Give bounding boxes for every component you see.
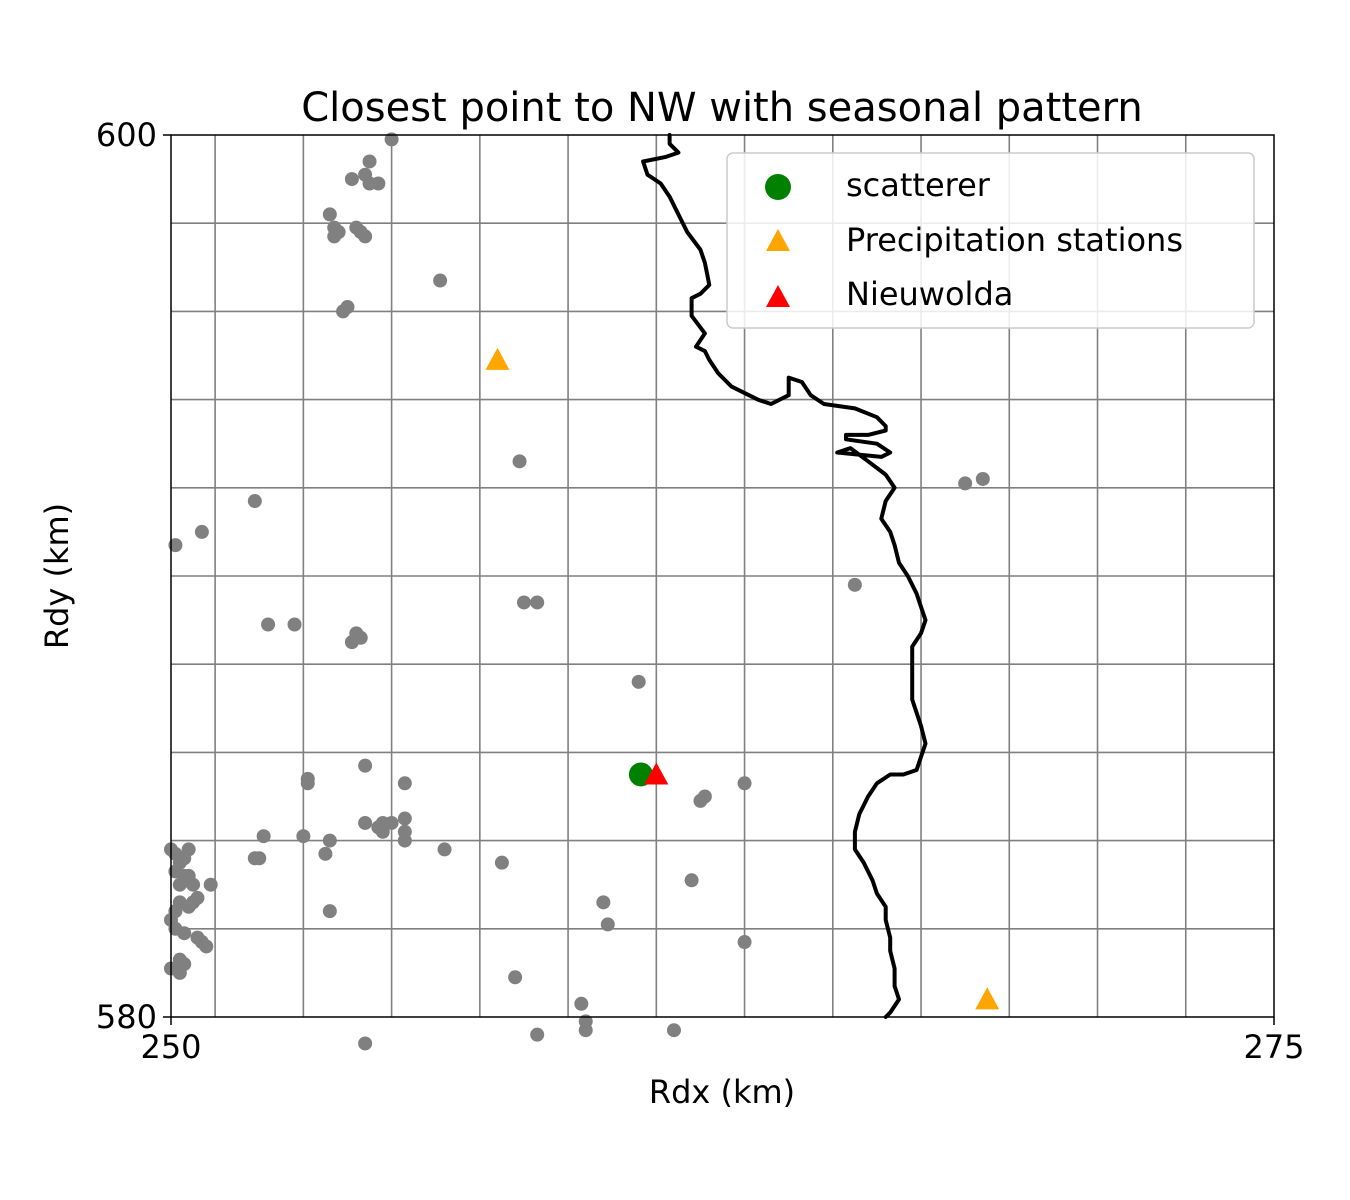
legend-marker-nieuwolda [766, 285, 790, 307]
data-point [684, 873, 699, 888]
x-axis-label: Rdx (km) [649, 1073, 795, 1111]
data-point [362, 154, 377, 169]
special-markers [485, 347, 1000, 1010]
y-tick-label-580: 580 [96, 998, 157, 1036]
nieuwolda-marker [644, 762, 669, 785]
data-point [256, 829, 271, 844]
data-point [958, 476, 973, 491]
data-point [397, 811, 412, 826]
data-point [631, 674, 646, 689]
chart-title: Closest point to NW with seasonal patter… [301, 85, 1143, 131]
data-point [847, 577, 862, 592]
legend-label-scatterer: scatterer [846, 166, 991, 204]
data-point [578, 1023, 593, 1038]
data-point [737, 776, 752, 791]
data-point [353, 225, 368, 240]
data-point [168, 538, 183, 553]
data-point [172, 877, 187, 892]
data-point [737, 935, 752, 950]
data-point [336, 304, 351, 319]
data-point [375, 824, 390, 839]
data-point [530, 1027, 545, 1042]
data-point [516, 595, 531, 610]
data-point [177, 926, 192, 941]
data-point [358, 815, 373, 830]
data-point [247, 494, 262, 509]
data-point [194, 524, 209, 539]
data-point [181, 868, 196, 883]
data-point [384, 132, 399, 147]
data-point [203, 877, 218, 892]
data-point [384, 815, 399, 830]
data-point [181, 842, 196, 857]
data-point [190, 890, 205, 905]
legend-marker-scatterer [765, 174, 791, 200]
y-tick-label-600: 600 [96, 116, 157, 154]
x-tick-label-250: 250 [140, 1028, 201, 1066]
data-point [494, 855, 509, 870]
data-point [344, 172, 359, 187]
legend-box [726, 152, 1255, 329]
data-point [666, 1023, 681, 1038]
data-point [697, 789, 712, 804]
data-point [322, 207, 337, 222]
data-point [397, 776, 412, 791]
data-point [358, 758, 373, 773]
data-point [322, 904, 337, 919]
legend: scatterer Precipitation stations Nieuwol… [726, 152, 1255, 329]
data-point [261, 617, 276, 632]
data-point [181, 899, 196, 914]
data-point [596, 895, 611, 910]
legend-label-precipitation: Precipitation stations [846, 221, 1183, 259]
data-point [177, 957, 192, 972]
ticks [163, 134, 1275, 1025]
data-point [247, 851, 262, 866]
data-point [437, 842, 452, 857]
data-point [574, 996, 589, 1011]
data-point [508, 970, 523, 985]
legend-label-nieuwolda: Nieuwolda [846, 275, 1013, 313]
plot-frame [170, 134, 1275, 1018]
coastline-path [641, 133, 928, 1019]
data-point [199, 939, 214, 954]
background-points [164, 132, 990, 1051]
data-point [287, 617, 302, 632]
data-point [300, 776, 315, 791]
coastline [641, 133, 928, 1019]
x-tick-label-275: 275 [1243, 1028, 1304, 1066]
data-point [397, 833, 412, 848]
data-point [318, 846, 333, 861]
y-axis-label: Rdy (km) [38, 503, 76, 649]
data-point [600, 917, 615, 932]
data-point [530, 595, 545, 610]
data-point [327, 229, 342, 244]
grid [171, 135, 1274, 1017]
precipitation-station-marker [485, 347, 510, 370]
legend-marker-precipitation [766, 229, 790, 251]
data-point [322, 833, 337, 848]
data-point [344, 635, 359, 650]
data-point [433, 273, 448, 288]
data-point [358, 1036, 373, 1051]
data-point [296, 829, 311, 844]
data-point [975, 471, 990, 486]
data-point [371, 176, 386, 191]
precipitation-station-marker [975, 987, 1000, 1010]
data-point [512, 454, 527, 469]
